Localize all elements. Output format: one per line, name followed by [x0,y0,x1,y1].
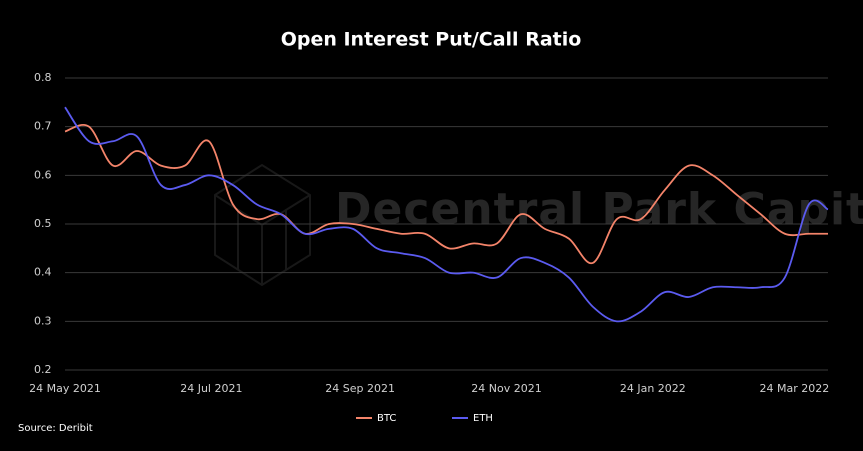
line-series [64,106,829,323]
y-tick-label: 0.5 [34,217,52,230]
legend-label: BTC [377,413,396,424]
x-tick-label: 24 Sep 2021 [325,382,395,395]
watermark-logo [214,163,311,287]
x-tick-label: 24 Jan 2022 [620,382,686,395]
source: Source: Deribit [18,423,93,434]
legend-item: ETH [452,413,493,424]
x-tick-label: 24 Nov 2021 [471,382,541,395]
legend-item: BTC [356,413,396,424]
x-tick-label: 24 May 2021 [29,382,101,395]
legend-label: ETH [473,413,493,424]
watermark: Decentral Park Capital [335,184,863,235]
y-tick-label: 0.2 [34,363,52,376]
y-tick-label: 0.8 [34,71,52,84]
y-tick-label: 0.7 [34,120,52,133]
y-tick-label: 0.6 [34,168,52,181]
x-tick-label: 24 Mar 2022 [760,382,830,395]
y-tick-label: 0.4 [34,266,52,279]
y-tick-label: 0.3 [34,314,52,327]
x-tick-label: 24 Jul 2021 [180,382,242,395]
chart-title: Open Interest Put/Call Ratio [281,29,582,51]
line-series [64,124,828,264]
